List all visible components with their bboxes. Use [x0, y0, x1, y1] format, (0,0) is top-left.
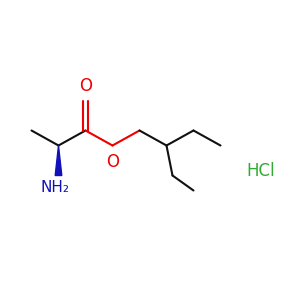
Text: NH₂: NH₂: [41, 180, 70, 195]
Text: O: O: [79, 77, 92, 95]
Text: HCl: HCl: [247, 162, 275, 180]
Text: O: O: [106, 153, 119, 171]
Polygon shape: [55, 146, 62, 176]
